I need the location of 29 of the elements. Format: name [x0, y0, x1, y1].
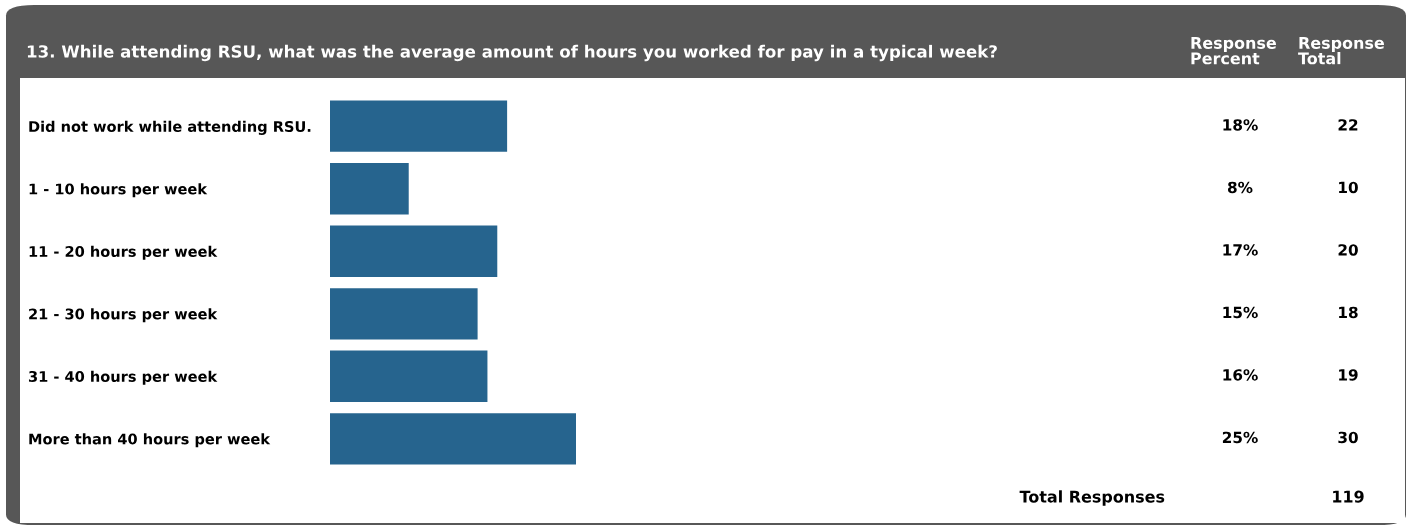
y-tick-label: 11 - 20 hours per week [29, 245, 218, 260]
text: Response Total [1298, 37, 1384, 65]
text: Response Percent [1191, 37, 1276, 65]
bar [330, 163, 409, 215]
data-label: 17% [1223, 244, 1258, 256]
text: 20 [1338, 244, 1358, 256]
y-tick-label: 21 - 30 hours per week [29, 308, 218, 323]
bar [330, 288, 478, 340]
bar [330, 350, 488, 402]
y-tick-label: 31 - 40 hours per week [28, 370, 218, 385]
bar [330, 413, 576, 465]
data-label: 16% [1223, 369, 1258, 381]
data-label: 25% [1222, 431, 1258, 444]
text: 19 [1339, 369, 1358, 381]
y-tick-label: 1 - 10 hours per week [29, 183, 208, 198]
text: 30 [1338, 431, 1358, 444]
y-tick-label: Did not work while attending RSU. [29, 120, 311, 135]
text: 10 [1339, 181, 1358, 194]
y-tick-label: More than 40 hours per week [29, 433, 271, 448]
data-label: 18% [1223, 119, 1258, 131]
data-label: 8% [1227, 181, 1253, 194]
bar [330, 225, 498, 277]
text: 22 [1338, 119, 1358, 131]
data-label: 15% [1223, 306, 1258, 319]
text: 119 [1333, 490, 1364, 503]
text: Total Responses [1019, 490, 1165, 506]
chart-title: 13. While attending RSU, what was the average amount of hours you worked for pay in a typical week? [27, 44, 997, 62]
bar [330, 100, 508, 152]
text: 18 [1339, 306, 1358, 319]
